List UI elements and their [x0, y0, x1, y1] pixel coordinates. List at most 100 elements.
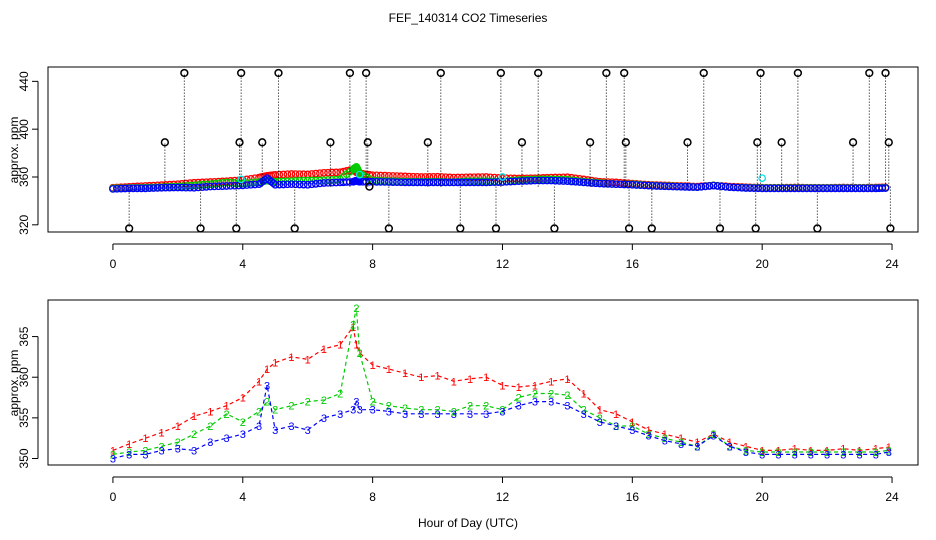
- series-1-marker: 1: [808, 445, 814, 457]
- spike-point: [290, 224, 299, 233]
- series-1-point: [328, 168, 336, 177]
- series-3-point: [417, 178, 426, 187]
- series-3-marker: 3: [548, 397, 554, 409]
- series-2-marker: 2: [353, 303, 359, 315]
- series-3-marker: 3: [386, 406, 392, 418]
- series-3-point: [551, 176, 560, 185]
- series-3-point: [506, 177, 515, 186]
- series-3-point: [620, 180, 629, 189]
- series-3-point: [881, 184, 890, 192]
- series-3-point: [380, 178, 389, 186]
- series-1-point: [324, 168, 332, 177]
- x-tick-label: 8: [369, 490, 376, 504]
- series-2-marker: 2: [564, 390, 570, 402]
- series-3-point: [531, 176, 539, 185]
- series-3-point: [502, 177, 511, 186]
- series-2-marker: 2: [256, 406, 262, 418]
- series-3-point: [458, 178, 466, 187]
- series-3-point: [165, 183, 174, 192]
- series-1-point: [441, 173, 450, 182]
- series-1-point: [320, 168, 328, 177]
- series-1-marker: 1: [824, 445, 830, 457]
- series-3-point: [113, 184, 121, 193]
- series-3-point: [729, 183, 738, 192]
- spike-point: [683, 138, 692, 147]
- series-3-marker: 3: [337, 409, 343, 421]
- series-2-marker: 2: [808, 447, 814, 459]
- series-3-point: [640, 181, 649, 190]
- series-3-point: [295, 180, 304, 189]
- x-tick-label: 20: [755, 490, 769, 504]
- series-3-point: [758, 184, 767, 193]
- series-3-point: [287, 180, 296, 189]
- series-3-point: [567, 177, 576, 186]
- series-3-marker: 3: [840, 449, 846, 461]
- series-3-point: [510, 177, 519, 186]
- series-3-marker: 3: [516, 401, 522, 413]
- series-3-point: [409, 178, 418, 187]
- series-3-point: [878, 184, 887, 193]
- top-plot-area: [109, 68, 895, 233]
- series-3-marker: 3: [694, 441, 700, 453]
- series-3-point: [518, 177, 527, 185]
- series-3-point: [798, 184, 807, 193]
- top-plot-frame: [47, 66, 919, 233]
- series-3-point: [721, 182, 730, 191]
- series-3-point: [271, 180, 280, 189]
- series-3-point: [161, 183, 170, 192]
- spike-point: [436, 68, 445, 78]
- spike-point: [196, 224, 205, 233]
- series-3-marker: 3: [402, 409, 408, 421]
- series-2-marker: 2: [662, 433, 668, 445]
- spike-point: [813, 224, 822, 233]
- spike-point: [345, 68, 355, 78]
- y-tick-label: 400: [17, 119, 31, 139]
- series-1-marker: 1: [548, 376, 554, 388]
- x-tick-label: 16: [626, 490, 640, 504]
- series-3-point: [754, 184, 762, 193]
- spike-point: [384, 224, 394, 233]
- spike-point: [881, 68, 890, 78]
- spike-point: [361, 68, 371, 78]
- series-2-marker: 2: [629, 421, 635, 433]
- x-tick-label: 4: [239, 490, 246, 504]
- x-tick-label: 16: [626, 257, 640, 271]
- series-3-marker: 3: [175, 444, 181, 456]
- series-3-marker: 3: [142, 449, 148, 461]
- series-3-point: [299, 180, 308, 189]
- series-3-point: [587, 179, 596, 187]
- series-1-marker: 1: [337, 340, 343, 352]
- series-3-marker: 3: [629, 425, 635, 437]
- spike-point: [777, 138, 786, 147]
- series-2-marker: 2: [126, 447, 132, 459]
- series-1-marker: 1: [175, 421, 181, 433]
- series-3-point: [660, 182, 669, 191]
- series-3-point: [693, 183, 702, 192]
- series-3-point: [474, 178, 482, 187]
- series-2-marker: 2: [792, 447, 798, 459]
- y-tick-label: 440: [17, 71, 31, 91]
- series-2-marker: 2: [597, 413, 603, 425]
- series-3-point: [575, 178, 584, 186]
- top-ylabel: approx. ppm: [7, 117, 21, 184]
- series-3-point: [555, 177, 564, 185]
- series-2-marker: 2: [840, 447, 846, 459]
- series-3-point: [316, 179, 324, 188]
- series-3-point: [149, 184, 158, 192]
- series-1-marker: 1: [759, 445, 765, 457]
- series-1-point: [279, 170, 288, 179]
- series-3-point: [543, 176, 551, 185]
- series-1-marker: 1: [159, 427, 165, 439]
- series-3-point: [652, 182, 661, 190]
- spike-point: [235, 138, 244, 147]
- series-3-point: [579, 178, 588, 187]
- series-1-point: [466, 173, 474, 182]
- series-3-point: [770, 184, 779, 193]
- bottom-ylabel: approx. ppm: [7, 350, 21, 417]
- series-1-marker: 1: [418, 372, 424, 384]
- spike-point: [491, 224, 501, 233]
- series-3-marker: 3: [886, 447, 892, 459]
- series-3-point: [815, 184, 823, 193]
- series-3-point: [441, 178, 450, 187]
- series-3-marker: 3: [678, 439, 684, 451]
